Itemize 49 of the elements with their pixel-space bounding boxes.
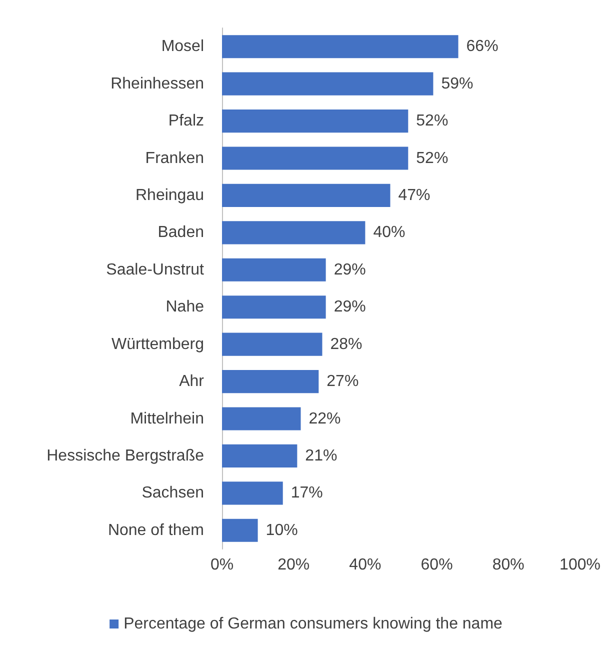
bar	[222, 72, 434, 96]
y-tick-label: Mittelrhein	[130, 410, 204, 428]
bar	[222, 221, 366, 244]
x-tick-label: 60%	[420, 556, 453, 574]
y-tick-label: Hessische Bergstraße	[46, 447, 204, 464]
y-tick-label: Württemberg	[112, 336, 204, 353]
y-tick-label: Mosel	[161, 38, 204, 56]
data-label: 40%	[373, 224, 406, 242]
data-label: 29%	[334, 298, 366, 316]
data-label: 66%	[466, 38, 498, 56]
bar	[222, 184, 390, 207]
data-label: 52%	[416, 112, 448, 130]
bar	[222, 332, 322, 356]
data-label: 21%	[305, 447, 338, 464]
data-label: 22%	[308, 410, 341, 428]
data-label: 27%	[326, 373, 359, 390]
y-tick-label: Sachsen	[142, 484, 204, 502]
x-tick-label: 40%	[349, 556, 382, 574]
bar	[222, 444, 298, 468]
x-tick-label: 20%	[278, 556, 310, 574]
data-label: 28%	[330, 336, 362, 353]
bar	[222, 146, 408, 170]
bar	[222, 370, 319, 394]
data-label: 29%	[334, 261, 366, 278]
bar	[222, 482, 283, 505]
bar	[222, 35, 458, 58]
data-label: 52%	[416, 150, 448, 167]
x-tick-label: 80%	[492, 556, 524, 574]
y-tick-label: Baden	[158, 224, 204, 242]
data-label: 17%	[290, 484, 323, 502]
data-label: 10%	[266, 522, 298, 539]
y-tick-label: Nahe	[166, 298, 204, 316]
bar	[222, 258, 326, 282]
x-tick-label: 0%	[210, 556, 234, 574]
legend-label: Percentage of German consumers knowing the name	[124, 616, 503, 632]
y-tick-label: Pfalz	[168, 112, 204, 130]
bar	[222, 518, 258, 542]
x-tick-label: 100%	[560, 556, 600, 574]
data-label: 59%	[441, 75, 474, 92]
bar	[222, 296, 326, 319]
bar	[222, 407, 301, 430]
bar	[222, 110, 408, 133]
y-tick-label: Franken	[145, 150, 204, 167]
y-tick-label: Ahr	[179, 373, 205, 390]
data-label: 47%	[398, 186, 430, 204]
y-tick-label: None of them	[108, 522, 204, 539]
y-tick-label: Saale-Unstrut	[106, 261, 205, 278]
y-tick-label: Rheingau	[136, 186, 204, 204]
y-tick-label: Rheinhessen	[110, 75, 204, 92]
